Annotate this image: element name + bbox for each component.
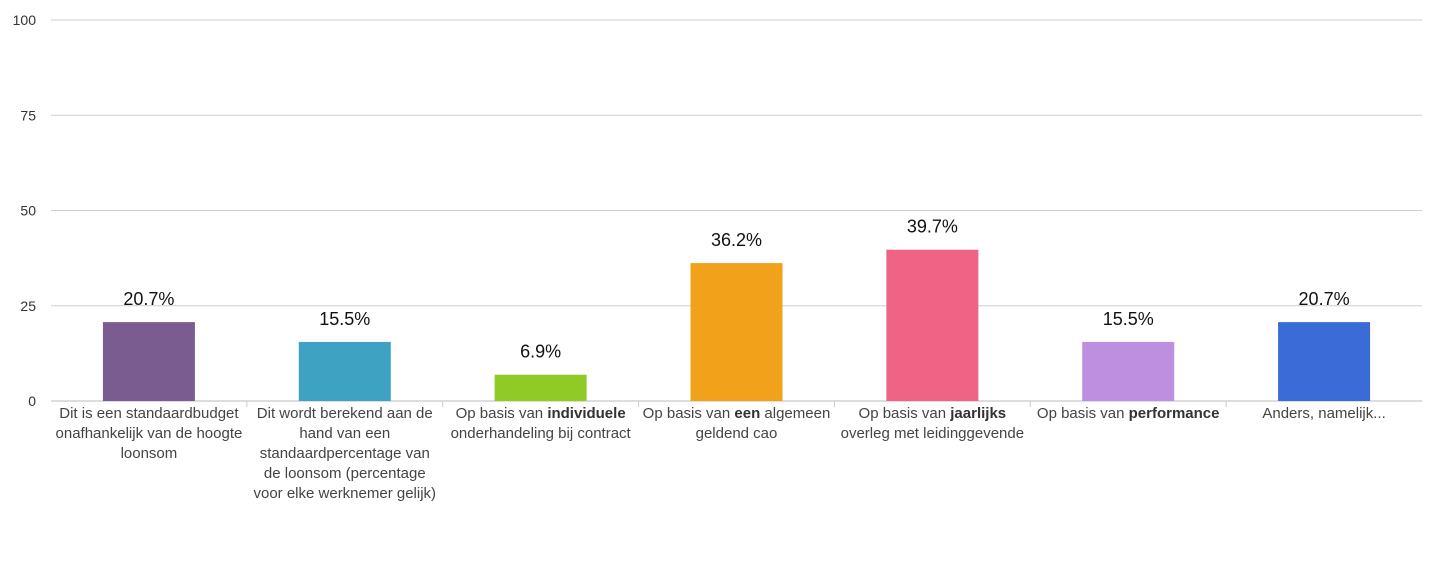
x-tick-label-bold: individuele [547,405,626,422]
x-tick-label-text: Op basis van [455,405,548,422]
bar [298,341,391,401]
data-label: 36.2% [711,230,762,250]
x-tick-label-text: algemeen geldend cao [695,405,831,442]
bar [1278,322,1371,401]
y-tick-label: 50 [20,203,36,219]
data-label: 20.7% [123,289,174,309]
x-tick-label: Op basis van performance [1033,404,1223,424]
x-tick-label: Op basis van jaarlijks overleg met leidi… [837,404,1027,444]
x-tick-label-text: overleg met leidinggevende [840,425,1025,442]
x-tick-label-bold: een [734,405,761,422]
x-tick-label: Op basis van een algemeen geldend cao [642,404,832,444]
data-label: 15.5% [1103,309,1154,329]
y-tick-label: 100 [13,12,37,28]
x-tick-label-text: Anders, namelijk... [1262,405,1386,422]
data-label: 39.7% [907,217,958,237]
bar [886,249,979,401]
x-tick-label-text: Op basis van [642,405,735,422]
x-tick-label-text: Dit is een standaardbudget onafhankelijk… [55,405,243,462]
x-tick-label: Dit wordt berekend aan de hand van een s… [250,404,440,504]
bar [494,374,587,401]
bar [102,322,195,401]
x-tick-label-bold: jaarlijks [950,405,1007,422]
x-tick-label-text: onderhandeling bij contract [450,425,631,442]
y-tick-label: 75 [20,107,36,123]
x-tick-label-text: Dit wordt berekend aan de hand van een s… [253,405,437,502]
bar [1082,341,1175,401]
y-tick-label: 25 [20,298,36,314]
data-label: 6.9% [520,342,561,362]
bar [690,263,783,401]
x-tick-label: Dit is een standaardbudget onafhankelijk… [54,404,244,464]
data-label: 15.5% [319,309,370,329]
data-label: 20.7% [1299,289,1350,309]
x-tick-label-text: Op basis van [1036,405,1129,422]
x-tick-label-text: Op basis van [858,405,951,422]
x-tick-label: Op basis van individuele onderhandeling … [446,404,636,444]
x-tick-label-bold: performance [1128,405,1220,422]
y-tick-label: 0 [28,393,36,409]
x-tick-label: Anders, namelijk... [1229,404,1419,424]
